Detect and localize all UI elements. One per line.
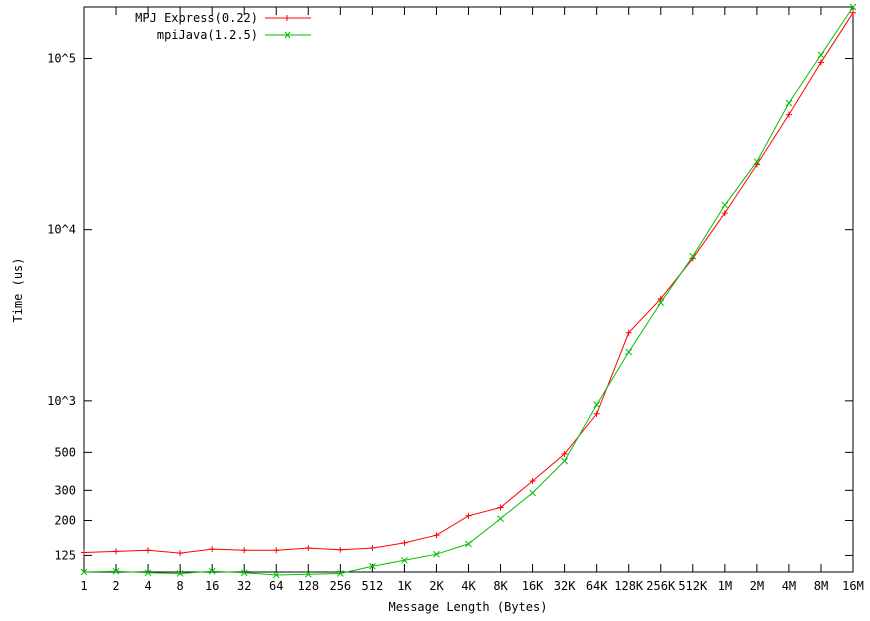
x-tick-label: 16 — [205, 579, 219, 593]
x-tick-label: 16M — [842, 579, 864, 593]
data-point-mpj-express-0-22 — [721, 210, 728, 217]
data-point-mpijava-1-2-5 — [689, 252, 697, 260]
x-tick-label: 2M — [750, 579, 764, 593]
data-point-mpj-express-0-22 — [850, 9, 856, 16]
x-tick-label: 512 — [362, 579, 384, 593]
data-point-mpj-express-0-22 — [241, 547, 248, 554]
legend-item-mpijava: mpiJava(1.2.5) — [157, 28, 311, 42]
data-point-mpijava-1-2-5 — [593, 401, 601, 409]
x-tick-label: 16K — [522, 579, 544, 593]
legend-marker-mpj-express — [284, 15, 290, 21]
data-point-mpj-express-0-22 — [465, 512, 472, 519]
x-axis-title: Message Length (Bytes) — [389, 600, 548, 614]
series-layer — [80, 3, 857, 579]
y-axis-title: Time (us) — [11, 257, 25, 322]
data-point-mpijava-1-2-5 — [369, 562, 376, 570]
x-tick-label: 1K — [397, 579, 412, 593]
data-point-mpijava-1-2-5 — [112, 567, 120, 575]
data-point-mpj-express-0-22 — [177, 550, 184, 557]
data-point-mpijava-1-2-5 — [721, 201, 729, 209]
x-tick-label: 4 — [144, 579, 151, 593]
data-point-mpj-express-0-22 — [337, 546, 344, 553]
legend-marker-mpijava — [284, 31, 291, 39]
data-point-mpijava-1-2-5 — [240, 569, 248, 577]
data-point-mpijava-1-2-5 — [433, 550, 440, 558]
x-tick-label: 4K — [461, 579, 476, 593]
data-point-mpijava-1-2-5 — [401, 556, 408, 564]
data-point-mpijava-1-2-5 — [785, 99, 793, 107]
data-point-mpijava-1-2-5 — [529, 489, 536, 497]
y-tick-label: 200 — [54, 513, 76, 527]
x-tick-label: 8M — [814, 579, 828, 593]
data-point-mpijava-1-2-5 — [304, 570, 312, 578]
legend: MPJ Express(0.22) mpiJava(1.2.5) — [135, 11, 311, 42]
x-tick-label: 256 — [329, 579, 351, 593]
legend-item-mpj-express: MPJ Express(0.22) — [135, 11, 311, 25]
x-tick-label: 64K — [586, 579, 608, 593]
legend-label-mpijava: mpiJava(1.2.5) — [157, 28, 258, 42]
y-tick-label: 300 — [54, 483, 76, 497]
data-point-mpijava-1-2-5 — [272, 571, 280, 579]
x-axis: 1 2 4 8 16 32 64 128 256 512 1K 2K 4K 8K 16K 32K 64K 128K… — [80, 7, 864, 593]
data-point-mpj-express-0-22 — [785, 111, 792, 118]
x-tick-label: 32 — [237, 579, 251, 593]
data-point-mpijava-1-2-5 — [144, 569, 152, 577]
data-point-mpj-express-0-22 — [593, 410, 600, 417]
y-tick-label: 125 — [54, 548, 76, 562]
x-tick-label: 2K — [429, 579, 444, 593]
data-point-mpj-express-0-22 — [369, 545, 376, 552]
data-point-mpj-express-0-22 — [817, 59, 824, 66]
data-point-mpj-express-0-22 — [529, 478, 536, 485]
x-tick-label: 1M — [718, 579, 732, 593]
y-tick-label: 500 — [54, 445, 76, 459]
data-point-mpijava-1-2-5 — [625, 348, 633, 356]
data-point-mpj-express-0-22 — [401, 539, 408, 546]
y-tick-label: 10^5 — [47, 52, 76, 66]
data-point-mpj-express-0-22 — [113, 548, 120, 555]
data-point-mpijava-1-2-5 — [208, 567, 216, 575]
data-point-mpj-express-0-22 — [561, 450, 568, 457]
x-tick-label: 128K — [614, 579, 644, 593]
data-point-mpijava-1-2-5 — [80, 568, 88, 576]
data-point-mpj-express-0-22 — [625, 329, 632, 336]
data-point-mpijava-1-2-5 — [561, 457, 568, 465]
x-tick-label: 8K — [493, 579, 508, 593]
legend-label-mpj-express: MPJ Express(0.22) — [135, 11, 258, 25]
data-point-mpijava-1-2-5 — [817, 51, 825, 59]
data-point-mpj-express-0-22 — [497, 504, 504, 511]
data-point-mpijava-1-2-5 — [465, 540, 472, 548]
x-tick-label: 32K — [554, 579, 576, 593]
x-tick-label: 512K — [678, 579, 708, 593]
data-point-mpj-express-0-22 — [81, 549, 87, 556]
y-axis: 125 200 300 500 10^3 10^4 10^5 — [47, 52, 853, 562]
x-tick-label: 4M — [782, 579, 796, 593]
data-point-mpijava-1-2-5 — [336, 570, 344, 577]
data-point-mpijava-1-2-5 — [849, 3, 857, 11]
data-point-mpj-express-0-22 — [657, 295, 664, 302]
data-point-mpj-express-0-22 — [209, 546, 216, 553]
x-tick-label: 2 — [112, 579, 119, 593]
data-point-mpj-express-0-22 — [305, 545, 312, 552]
data-point-mpj-express-0-22 — [273, 547, 280, 554]
x-tick-label: 8 — [177, 579, 184, 593]
x-tick-label: 256K — [646, 579, 676, 593]
data-point-mpj-express-0-22 — [433, 532, 440, 539]
y-tick-label: 10^3 — [47, 394, 76, 408]
x-tick-label: 128 — [297, 579, 319, 593]
data-point-mpijava-1-2-5 — [176, 570, 184, 577]
y-tick-label: 10^4 — [47, 223, 76, 237]
data-point-mpijava-1-2-5 — [753, 158, 761, 165]
data-point-mpijava-1-2-5 — [497, 515, 504, 522]
data-point-mpj-express-0-22 — [145, 547, 152, 554]
data-point-mpijava-1-2-5 — [657, 299, 665, 306]
x-tick-label: 1 — [80, 579, 87, 593]
x-tick-label: 64 — [269, 579, 283, 593]
